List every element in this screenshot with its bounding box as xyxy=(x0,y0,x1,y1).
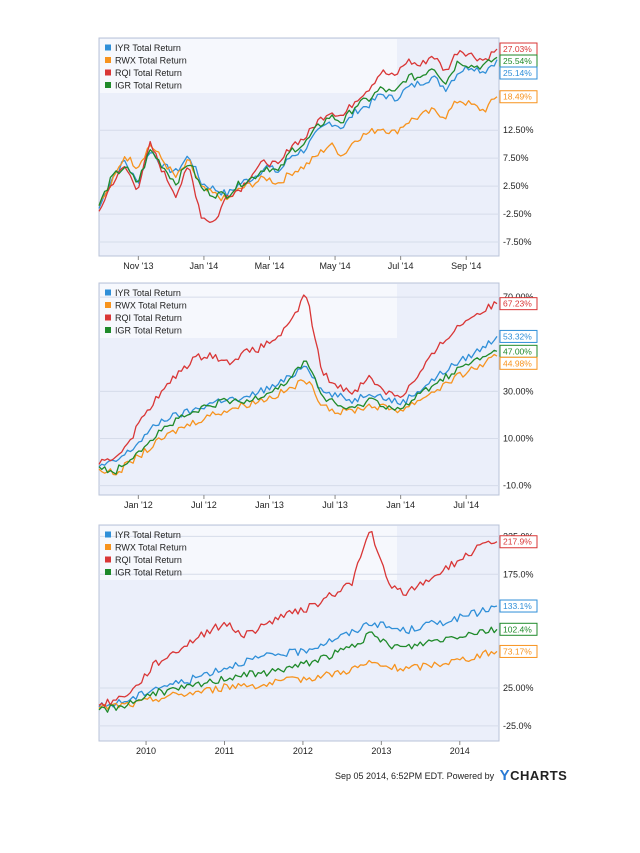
end-value-box xyxy=(499,599,538,613)
series-line-igr xyxy=(98,349,498,475)
y-tick-label: -25.0% xyxy=(503,721,532,731)
end-value-box xyxy=(499,90,538,104)
x-tick-label: May '14 xyxy=(319,261,350,271)
end-value-label: 217.9% xyxy=(503,537,532,547)
y-tick-label: 10.00% xyxy=(503,433,534,443)
end-value-box xyxy=(499,622,538,636)
series-line-rqi xyxy=(98,294,498,465)
end-value-label: 47.00% xyxy=(503,346,532,356)
chart-2: 70.00% 30.00% 10.00% -10.0% Jan '12 Jul '12 Ja… xyxy=(98,282,538,510)
end-value-label: 67.23% xyxy=(503,299,532,309)
end-value-box xyxy=(499,329,538,343)
chart-3: 225.0%175.0%25.00%-25.0%2010201120122013… xyxy=(98,524,538,756)
y-tick-label: 2.50% xyxy=(503,181,529,191)
x-tick-label: Jan '13 xyxy=(255,500,284,510)
series-line-rwx xyxy=(98,649,498,710)
ycharts-logo[interactable]: YCHARTS xyxy=(499,767,568,784)
legend-entry: RWX Total Return xyxy=(115,543,187,553)
end-value-label: 53.32% xyxy=(503,331,532,341)
x-tick-label: 2011 xyxy=(215,746,234,756)
legend-entry: IGR Total Return xyxy=(115,568,182,578)
x-tick-label: Nov '13 xyxy=(123,261,153,271)
y-tick-label: 175.0% xyxy=(503,569,534,579)
legend-backdrop xyxy=(100,39,397,93)
legend-swatch xyxy=(105,289,111,296)
legend-entry: IGR Total Return xyxy=(115,326,182,336)
footer-powered-by: Powered by xyxy=(446,771,495,781)
x-tick-label: Jul '12 xyxy=(191,500,217,510)
end-value-label: 25.54% xyxy=(503,56,532,66)
series-line-rwx xyxy=(98,353,498,476)
legend-swatch xyxy=(105,569,111,575)
y-tick-label: -7.50% xyxy=(503,237,532,247)
legend-backdrop xyxy=(100,284,397,338)
series-line-rwx xyxy=(98,96,498,206)
end-value-label: 25.14% xyxy=(503,68,532,78)
series-line-rqi xyxy=(98,530,498,708)
x-tick-label: Jan '12 xyxy=(124,500,153,510)
x-tick-label: Jan '14 xyxy=(386,500,415,510)
series-line-rqi xyxy=(98,48,498,224)
y-tick-label: 30.00% xyxy=(503,386,534,396)
y-tick-label: 70.00% xyxy=(503,292,534,302)
end-value-label: 44.98% xyxy=(503,358,532,368)
legend-swatch xyxy=(105,314,111,321)
y-tick-label: 7.50% xyxy=(503,153,529,163)
legend-swatch xyxy=(105,556,111,563)
legend-swatch xyxy=(105,44,111,51)
legend-entry: IYR Total Return xyxy=(115,530,181,540)
legend-swatch xyxy=(105,302,111,308)
legend-entry: IYR Total Return xyxy=(115,43,181,53)
x-tick-label: Sep '14 xyxy=(451,261,481,271)
legend-swatch xyxy=(105,69,111,76)
footer-timestamp: Sep 05 2014, 6:52PM EDT. xyxy=(335,771,445,781)
legend-swatch xyxy=(105,57,111,63)
end-value-box xyxy=(499,66,538,80)
x-tick-label: 2014 xyxy=(450,746,470,756)
end-value-label: 102.4% xyxy=(503,624,532,634)
legend-entry: RWX Total Return xyxy=(115,301,187,311)
chart-1: 12.50% 7.50% 2.50% -2.50% -7.50% Nov '13 Jan '… xyxy=(98,37,538,271)
legend-entry: RWX Total Return xyxy=(115,56,187,66)
legend-swatch xyxy=(105,544,111,550)
y-tick-label: -10.0% xyxy=(503,481,532,491)
end-value-label: 133.1% xyxy=(503,601,532,611)
x-tick-label: 2010 xyxy=(136,746,156,756)
x-tick-label: 2012 xyxy=(293,746,313,756)
legend-entry: RQI Total Return xyxy=(115,313,182,323)
series-line-iyr xyxy=(98,336,498,468)
x-tick-label: Jul '14 xyxy=(388,261,414,271)
end-value-box xyxy=(499,535,538,549)
end-value-label: 27.03% xyxy=(503,44,532,54)
end-value-box xyxy=(499,356,538,370)
legend-swatch xyxy=(105,327,111,333)
legend-backdrop xyxy=(100,526,397,580)
legend-entry: RQI Total Return xyxy=(115,555,182,565)
legend-entry: IYR Total Return xyxy=(115,288,181,298)
x-tick-label: 2013 xyxy=(371,746,391,756)
end-value-label: 18.49% xyxy=(503,92,532,102)
series-line-igr xyxy=(98,626,498,713)
end-value-box xyxy=(499,297,538,311)
y-tick-label: 12.50% xyxy=(503,125,534,135)
series-line-iyr xyxy=(98,605,498,708)
legend-swatch xyxy=(105,82,111,88)
footer: Sep 05 2014, 6:52PM EDT. Powered by YCHA… xyxy=(335,767,567,784)
legend-entry: RQI Total Return xyxy=(115,68,182,78)
x-tick-label: Jul '13 xyxy=(322,500,348,510)
y-tick-label: -2.50% xyxy=(503,209,532,219)
series-line-igr xyxy=(98,56,498,206)
end-value-label: 73.17% xyxy=(503,646,532,656)
legend-entry: IGR Total Return xyxy=(115,81,182,91)
x-tick-label: Mar '14 xyxy=(255,261,285,271)
legend-swatch xyxy=(105,531,111,538)
y-tick-label: 25.00% xyxy=(503,683,534,693)
end-value-box xyxy=(499,644,538,658)
x-tick-label: Jul '14 xyxy=(453,500,479,510)
x-tick-label: Jan '14 xyxy=(190,261,219,271)
